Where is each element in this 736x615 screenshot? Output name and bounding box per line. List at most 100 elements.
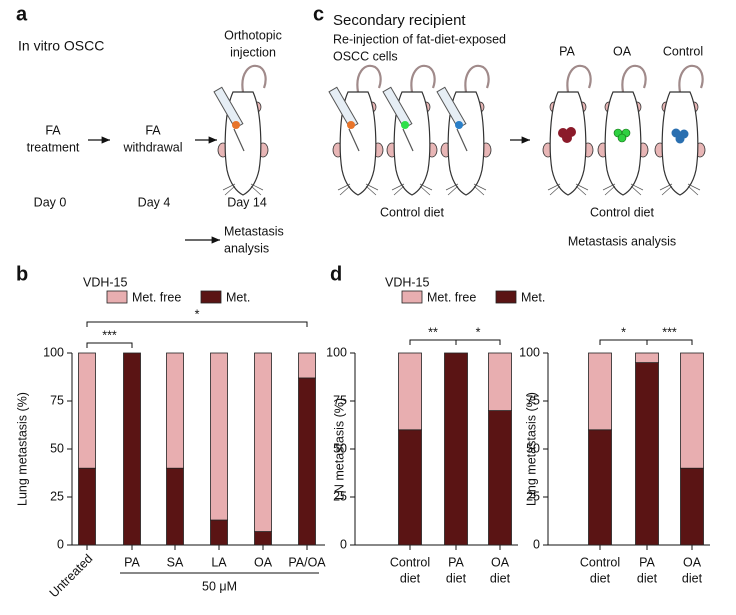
legend-swatch — [495, 290, 517, 304]
diet-label: Control diet — [590, 205, 654, 219]
significance-label: * — [476, 325, 481, 339]
syringe — [437, 87, 467, 151]
bar-segment — [588, 429, 612, 546]
subtitle: OSCC cells — [333, 49, 398, 63]
y-tick-label: 100 — [326, 345, 347, 359]
significance-label: *** — [102, 328, 117, 342]
significance-bracket — [599, 339, 648, 345]
y-tick-label: 50 — [50, 441, 64, 455]
group-label: 50 μM — [202, 579, 237, 593]
y-tick-label: 75 — [50, 393, 64, 407]
x-tick-label: PA — [448, 555, 464, 569]
y-tick-label: 25 — [526, 489, 540, 503]
y-tick-label: 0 — [533, 537, 540, 551]
x-tick-label: PA — [639, 555, 655, 569]
mouse — [218, 66, 268, 195]
y-axis-label: LN metastasis (%) — [332, 398, 346, 500]
mouse — [441, 66, 491, 195]
bar-segment — [488, 352, 512, 411]
bar-segment — [210, 519, 228, 546]
label: Metastasis — [224, 224, 284, 238]
panel-letter: c — [313, 3, 324, 25]
x-tick-label: Untreated — [47, 552, 96, 601]
mouse — [387, 66, 437, 195]
legend-swatch — [200, 290, 222, 304]
bar-segment — [635, 362, 659, 546]
legend-swatch — [106, 290, 128, 304]
x-tick-label: diet — [682, 571, 703, 585]
y-tick-label: 0 — [340, 537, 347, 551]
bar-segment — [254, 531, 272, 546]
tumor — [671, 128, 689, 144]
label: analysis — [224, 241, 269, 255]
day-label: Day 0 — [34, 195, 67, 209]
panel-letter: b — [16, 263, 28, 285]
bar-segment — [298, 352, 316, 379]
x-tick-label: PA — [124, 555, 140, 569]
chart-title: VDH-15 — [83, 275, 128, 289]
bar-segment — [78, 352, 96, 469]
bar-segment — [588, 352, 612, 431]
bar-segment — [166, 467, 184, 546]
legend-label: Met. free — [427, 290, 476, 304]
y-tick-label: 75 — [526, 393, 540, 407]
panel-letter: d — [330, 263, 342, 285]
mouse — [333, 66, 383, 195]
panel-title: Secondary recipient — [333, 12, 466, 29]
bar-segment — [398, 429, 422, 546]
tumor — [613, 128, 631, 143]
x-tick-label: Control — [580, 555, 620, 569]
diet-label: Control diet — [380, 205, 444, 219]
y-tick-label: 25 — [333, 489, 347, 503]
y-tick-label: 25 — [50, 489, 64, 503]
group-label: OA — [613, 44, 632, 58]
bar-segment — [78, 467, 96, 546]
panel-title: In vitro OSCC — [18, 38, 104, 54]
significance-bracket — [455, 339, 501, 345]
legend-label: Met. — [226, 290, 250, 304]
step-label: FA — [145, 123, 161, 137]
significance-label: * — [195, 307, 200, 321]
chart-title: VDH-15 — [385, 275, 430, 289]
legend-swatch — [401, 290, 423, 304]
x-tick-label: diet — [400, 571, 421, 585]
legend-label: Met. — [521, 290, 545, 304]
step-label: FA — [45, 123, 61, 137]
significance-bracket — [86, 342, 133, 348]
panel-letter: a — [16, 3, 28, 25]
syringe — [329, 87, 359, 151]
step-label: treatment — [27, 140, 80, 154]
label: Metastasis analysis — [568, 234, 676, 248]
bar-segment — [635, 352, 659, 364]
significance-label: * — [621, 325, 626, 339]
y-tick-label: 75 — [333, 393, 347, 407]
bar-segment — [254, 352, 272, 532]
significance-bracket — [409, 339, 457, 345]
significance-bracket — [86, 321, 308, 327]
x-tick-label: LA — [211, 555, 227, 569]
x-tick-label: diet — [490, 571, 511, 585]
y-tick-label: 0 — [57, 537, 64, 551]
y-tick-label: 50 — [526, 441, 540, 455]
bar-segment — [398, 352, 422, 431]
bar-segment — [210, 352, 228, 521]
x-tick-label: OA — [683, 555, 702, 569]
group-label: Control — [663, 44, 703, 58]
y-tick-label: 50 — [333, 441, 347, 455]
x-tick-label: diet — [590, 571, 611, 585]
y-axis-label: Lung metastasis (%) — [15, 392, 29, 506]
subtitle: Re-injection of fat-diet-exposed — [333, 32, 506, 46]
x-tick-label: diet — [446, 571, 467, 585]
x-tick-label: OA — [491, 555, 510, 569]
bar-segment — [444, 352, 468, 546]
syringe — [214, 87, 244, 151]
y-tick-label: 100 — [519, 345, 540, 359]
bar-segment — [166, 352, 184, 469]
x-tick-label: PA/OA — [288, 555, 326, 569]
bar-segment — [123, 352, 141, 546]
panel-c: c Secondary recipient Re-injection of fa… — [313, 3, 705, 248]
step-label: withdrawal — [122, 140, 182, 154]
syringe — [383, 87, 413, 151]
bar-segment — [298, 377, 316, 546]
